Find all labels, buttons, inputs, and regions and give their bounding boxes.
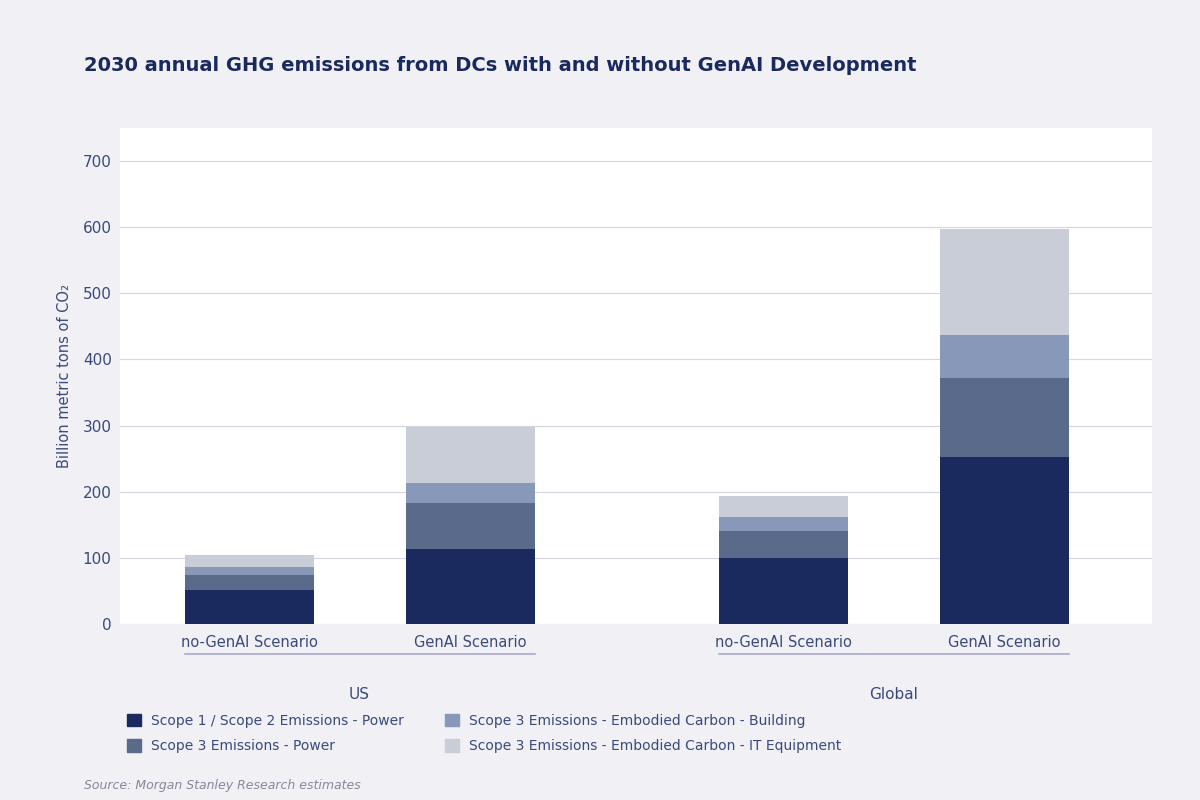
Text: 2030 annual GHG emissions from DCs with and without GenAI Development: 2030 annual GHG emissions from DCs with … bbox=[84, 56, 917, 75]
Bar bbox=[185, 590, 313, 624]
Bar bbox=[406, 427, 535, 483]
Bar bbox=[406, 483, 535, 503]
Bar bbox=[940, 335, 1069, 378]
Legend: Scope 1 / Scope 2 Emissions - Power, Scope 3 Emissions - Power, Scope 3 Emission: Scope 1 / Scope 2 Emissions - Power, Sco… bbox=[127, 714, 841, 753]
Bar bbox=[940, 458, 1069, 624]
Bar bbox=[940, 378, 1069, 458]
Bar bbox=[185, 567, 313, 575]
Bar bbox=[719, 517, 848, 531]
Bar bbox=[940, 229, 1069, 335]
Bar bbox=[719, 558, 848, 624]
Bar bbox=[185, 555, 313, 567]
Bar bbox=[719, 496, 848, 517]
Bar bbox=[406, 550, 535, 624]
Text: Global: Global bbox=[870, 687, 918, 702]
Text: Source: Morgan Stanley Research estimates: Source: Morgan Stanley Research estimate… bbox=[84, 779, 361, 792]
Bar bbox=[719, 531, 848, 558]
Bar bbox=[406, 503, 535, 550]
Text: US: US bbox=[349, 687, 370, 702]
Bar bbox=[185, 575, 313, 590]
Y-axis label: Billion metric tons of CO₂: Billion metric tons of CO₂ bbox=[56, 284, 72, 468]
